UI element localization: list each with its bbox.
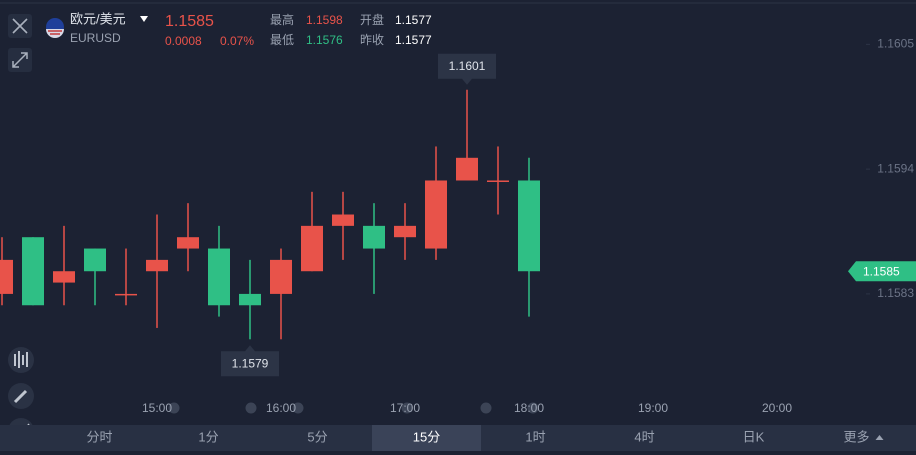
indicator-button[interactable] [8,347,34,373]
candle-body [84,248,106,272]
y-tick-label: 1.1594 [877,161,914,175]
stat-label: 昨收 [360,33,384,47]
tab[interactable]: 5分 [307,429,327,444]
flag-icon [46,18,64,38]
event-markers[interactable] [167,401,540,415]
tab[interactable]: 日K [743,429,765,444]
candle-body [53,271,75,283]
stat-label: 开盘 [360,12,384,27]
candle-body [0,259,13,294]
candle-body [115,293,137,296]
tab-active[interactable]: 15分 [413,429,440,444]
last-price-label: 1.1585 [863,264,900,278]
candle-body [394,225,416,238]
candle-body [363,225,385,249]
x-tick-label: 20:00 [762,401,792,415]
candle-body [239,293,261,306]
tab[interactable]: 1时 [525,429,545,444]
y-tick-label: 1.1583 [877,286,914,300]
candle-body [332,214,354,226]
tab[interactable]: 4时 [634,429,654,444]
tab[interactable]: 分时 [86,429,112,444]
plot: 1.1605 1.1594 1.1583 15:00 16:00 17:00 18:00 19… [0,37,916,415]
candle-body [22,237,44,306]
candle-body [208,248,230,306]
candle-body [301,225,323,272]
high-label: 1.1601 [449,59,486,73]
candle-body [456,157,478,181]
stat-label: 最高 [270,12,294,27]
candle-body [425,180,447,249]
expand-button[interactable] [8,48,32,72]
x-tick-label: 19:00 [638,401,668,415]
instrument-symbol: EURUSD [70,31,121,45]
current-price: 1.1585 [165,13,214,30]
stat-value: 1.1576 [306,33,343,47]
stat-value: 1.1577 [395,13,432,27]
candle-body [146,259,168,272]
stat-label: 最低 [270,33,294,47]
candle-body [487,180,509,182]
tab[interactable]: 更多 [843,429,869,444]
candle-body [518,180,540,272]
last-price-tag [848,261,916,282]
stat-value: 1.1598 [306,13,343,27]
close-button[interactable] [8,14,32,38]
price-change-pct: 0.07% [220,34,254,48]
tab-active-bg [372,425,481,451]
y-tick-label: 1.1605 [877,37,914,51]
price-change: 0.0008 [165,34,202,48]
candle-body [177,237,199,249]
tab-arrow [875,435,884,440]
dropdown-arrow[interactable] [140,16,148,22]
instrument-name: 欧元/美元 [70,11,126,26]
x-tick-label: 16:00 [266,401,296,415]
x-tick-label: 18:00 [514,401,544,415]
candle-body [270,259,292,294]
high-callout [438,53,496,85]
low-label: 1.1579 [232,356,269,370]
low-callout [221,345,279,377]
x-tick-label: 15:00 [142,401,172,415]
stat-value: 1.1577 [395,33,432,47]
x-tick-label: 17:00 [390,401,420,415]
draw-button[interactable] [8,383,34,409]
tab[interactable]: 1分 [198,429,218,444]
